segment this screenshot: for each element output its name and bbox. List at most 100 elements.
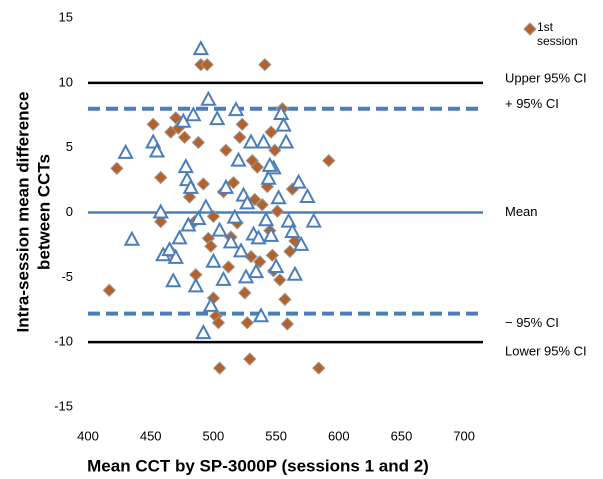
data-point bbox=[258, 57, 272, 72]
data-point bbox=[280, 317, 295, 331]
y-tick-label: 5 bbox=[66, 139, 73, 154]
legend-label: 1st session bbox=[537, 20, 578, 48]
data-point bbox=[154, 214, 168, 229]
data-point bbox=[208, 110, 226, 126]
data-point bbox=[292, 235, 310, 251]
data-point bbox=[221, 260, 236, 274]
data-point bbox=[154, 170, 168, 185]
data-point bbox=[238, 286, 252, 300]
data-point bbox=[211, 221, 228, 237]
data-point bbox=[200, 90, 217, 106]
data-point bbox=[270, 189, 287, 205]
data-point bbox=[226, 208, 243, 224]
data-point bbox=[248, 192, 262, 207]
data-point bbox=[252, 307, 270, 323]
x-axis-title: Mean CCT by SP-3000P (sessions 1 and 2) bbox=[87, 456, 429, 475]
data-point bbox=[227, 100, 245, 117]
data-point bbox=[239, 194, 256, 210]
data-point bbox=[240, 316, 254, 330]
data-point bbox=[187, 277, 205, 293]
data-point bbox=[206, 209, 221, 224]
y-tick-label: 0 bbox=[66, 204, 73, 219]
data-point bbox=[110, 161, 124, 176]
data-point bbox=[195, 323, 212, 340]
data-point bbox=[242, 133, 260, 149]
data-point bbox=[273, 273, 287, 287]
data-point bbox=[169, 111, 183, 125]
reference-label: Lower 95% CI bbox=[505, 344, 587, 359]
y-axis-title: between CCTs bbox=[34, 154, 53, 270]
reference-label: Upper 95% CI bbox=[505, 70, 587, 85]
data-point bbox=[226, 175, 241, 190]
data-point bbox=[255, 198, 270, 212]
data-point bbox=[250, 229, 267, 245]
legend-marker bbox=[523, 22, 537, 36]
x-tick-label: 600 bbox=[328, 428, 350, 443]
data-point bbox=[270, 204, 285, 218]
data-point bbox=[177, 130, 192, 145]
y-tick-label: -5 bbox=[61, 269, 73, 284]
data-point bbox=[117, 143, 134, 159]
reference-label: + 95% CI bbox=[505, 96, 559, 111]
data-point bbox=[197, 198, 215, 214]
data-point bbox=[148, 142, 166, 158]
data-point bbox=[167, 248, 184, 264]
data-point bbox=[288, 234, 302, 248]
data-point bbox=[191, 135, 206, 150]
data-point bbox=[171, 229, 188, 245]
data-point bbox=[161, 241, 178, 257]
y-tick-label: -10 bbox=[54, 334, 73, 349]
data-point bbox=[222, 233, 240, 249]
data-point bbox=[283, 244, 297, 259]
data-point bbox=[250, 160, 264, 174]
data-point bbox=[262, 226, 280, 242]
data-point bbox=[286, 265, 304, 281]
data-point bbox=[146, 117, 160, 132]
data-point bbox=[192, 40, 210, 56]
data-point bbox=[215, 270, 232, 286]
data-point bbox=[230, 151, 247, 167]
data-point bbox=[200, 57, 214, 72]
x-tick-label: 550 bbox=[265, 428, 287, 443]
data-point bbox=[299, 187, 316, 203]
data-point bbox=[284, 222, 301, 238]
data-point bbox=[102, 283, 117, 298]
data-point bbox=[233, 130, 247, 145]
x-tick-label: 500 bbox=[203, 428, 225, 443]
data-point bbox=[267, 257, 285, 273]
data-point bbox=[182, 178, 200, 194]
data-point bbox=[165, 272, 182, 288]
data-point bbox=[235, 117, 249, 132]
data-point bbox=[123, 230, 141, 246]
data-point bbox=[255, 133, 272, 149]
data-point bbox=[275, 116, 292, 132]
y-tick-label: 10 bbox=[59, 74, 73, 89]
data-point bbox=[232, 242, 250, 258]
data-point bbox=[196, 177, 211, 191]
data-point bbox=[190, 209, 207, 225]
data-point bbox=[268, 143, 282, 157]
data-point bbox=[272, 104, 290, 120]
data-point bbox=[264, 125, 278, 139]
data-point bbox=[265, 248, 280, 262]
data-point bbox=[290, 173, 307, 189]
data-point bbox=[177, 158, 194, 174]
data-point bbox=[247, 263, 265, 279]
data-point bbox=[305, 212, 322, 228]
data-point bbox=[261, 156, 279, 172]
data-point bbox=[312, 361, 326, 375]
data-point bbox=[182, 190, 197, 204]
data-point bbox=[152, 203, 169, 219]
x-tick-label: 400 bbox=[77, 428, 99, 443]
data-point bbox=[204, 239, 218, 253]
data-point bbox=[211, 316, 226, 330]
y-tick-label: -15 bbox=[54, 398, 73, 413]
data-point bbox=[280, 212, 297, 228]
reference-label: − 95% CI bbox=[505, 315, 559, 330]
data-point bbox=[260, 169, 277, 185]
data-point bbox=[217, 178, 235, 194]
x-tick-label: 700 bbox=[453, 428, 475, 443]
data-point bbox=[322, 153, 336, 168]
